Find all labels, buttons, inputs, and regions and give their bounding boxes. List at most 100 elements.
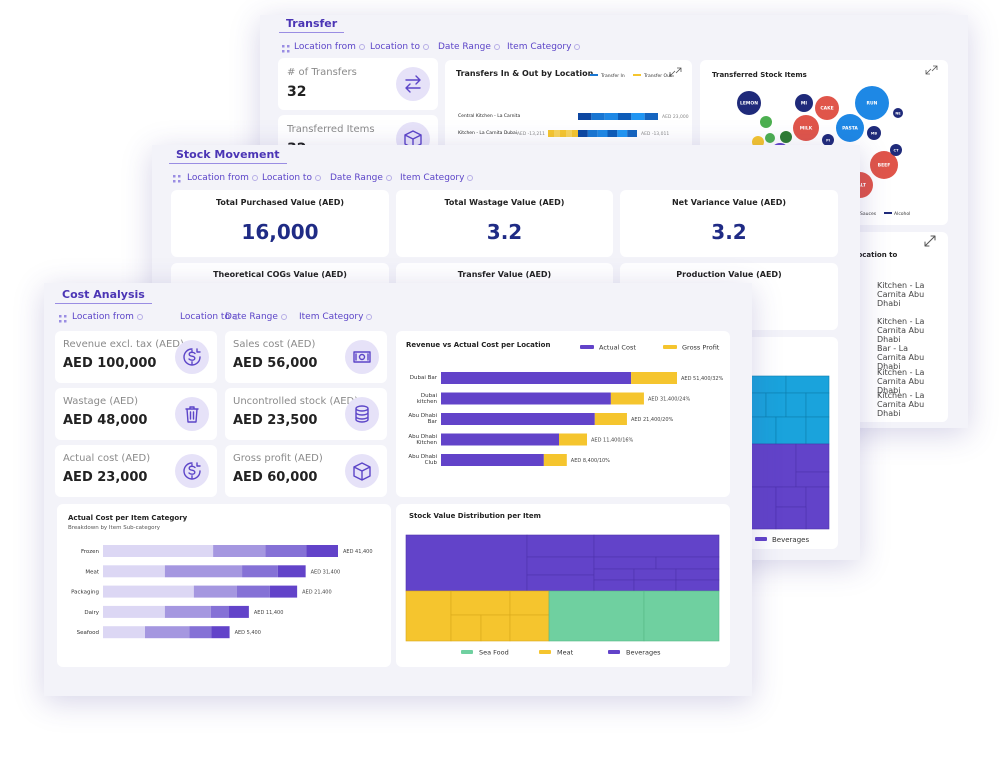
category-label: Packaging [71, 590, 99, 596]
icon-part [924, 235, 936, 247]
kpi-icon [175, 397, 209, 431]
filter[interactable]: Location to [262, 173, 321, 183]
bar-segment [193, 585, 237, 598]
bar-segment [578, 113, 592, 120]
treemap-cell [526, 574, 595, 592]
bar-segment [618, 113, 632, 120]
bar-segment [306, 545, 338, 557]
icon-glyph [183, 462, 201, 480]
chart-title: Actual Cost per Item Category [68, 514, 188, 522]
legend-label: Transfer In [600, 73, 625, 79]
kpi-icon [345, 397, 379, 431]
revenue-chart: Actual Cost Gross Profit AED 51,400/32% AED… [441, 344, 724, 466]
treemap-cell [643, 590, 720, 642]
list-item: Kitchen - La Carnita Abu Dhabi [877, 368, 925, 395]
category-label: Dairy [84, 610, 99, 616]
treemap-cell [747, 416, 777, 445]
filter[interactable]: Item Category [400, 173, 473, 183]
legend-swatch [608, 650, 620, 654]
filter[interactable]: Date Range [330, 173, 392, 183]
legend-swatch [461, 650, 473, 654]
filter[interactable]: Location from [294, 42, 365, 52]
stock-treemap: Sea Food Meat Beverages [405, 534, 720, 657]
kpi-value: AED 60,000 [233, 470, 318, 485]
icon-part [178, 180, 181, 183]
icon-glyph [358, 353, 366, 361]
treemap-cell [795, 471, 830, 488]
icon-part [173, 180, 176, 183]
bar-segment [213, 545, 266, 557]
bar-segment [594, 413, 627, 425]
treemap-cell [480, 614, 511, 642]
filter[interactable]: Location to [370, 42, 429, 52]
filter[interactable]: Item Category [507, 42, 580, 52]
kpi-card: Total Wastage Value (AED) 3.2 [396, 190, 613, 257]
chart-subtitle: Breakdown by Item Sub-category [68, 525, 160, 531]
kpi-label: Total Wastage Value (AED) [444, 198, 565, 207]
filter[interactable]: Date Range [225, 312, 287, 322]
filter[interactable]: Date Range [438, 42, 500, 52]
kpi-card: Revenue excl. tax (AED) AED 100,000 [55, 331, 217, 383]
bubble [765, 133, 775, 143]
legend-label: Beverages [626, 649, 661, 657]
bar-segment [103, 565, 165, 578]
legend-label: Transfer Out [643, 73, 672, 79]
filter[interactable]: Location to [180, 312, 239, 322]
expand-icon[interactable] [669, 67, 682, 77]
legend-label: Sauces [860, 211, 877, 217]
kpi-value: AED 56,000 [233, 356, 318, 371]
treemap-cell [765, 392, 787, 418]
bar-label: AED 31,400 [311, 569, 341, 575]
kpi-value: 3.2 [711, 220, 747, 244]
filter[interactable]: Location from [72, 312, 143, 322]
bar-segment [145, 626, 190, 639]
bar-label: AED 8,400/10% [571, 458, 610, 464]
icon-part [287, 45, 290, 48]
treemap-cell [633, 568, 677, 581]
bar-segment [587, 130, 598, 137]
treemap-cell [526, 534, 595, 558]
chart-title: Transfers In & Out by Location [456, 69, 594, 78]
bar-segment [236, 585, 270, 598]
panel-title: Stock Movement [169, 148, 287, 164]
filter[interactable]: Item Category [299, 312, 372, 322]
bar-segment [210, 605, 230, 618]
category-label: Dubai kitchen [416, 392, 437, 405]
bar-label: AED 41,400 [343, 549, 373, 555]
bubble [836, 114, 864, 142]
bubble [822, 134, 834, 146]
kpi-card: # of Transfers 32 [278, 58, 438, 110]
kpi-card: Net Variance Value (AED) 3.2 [620, 190, 838, 257]
legend-swatch [884, 212, 892, 214]
bar-segment [548, 130, 554, 137]
kpi-value: AED 48,000 [63, 413, 148, 428]
bar-segment [644, 113, 658, 120]
expand-icon[interactable] [925, 65, 938, 75]
kpi-value: AED 23,000 [63, 470, 148, 485]
bar-label: AED 11,400/16% [591, 438, 634, 444]
bar-segment [604, 113, 618, 120]
bar-segment [572, 130, 578, 137]
bubble [760, 116, 772, 128]
legend-label: Alcohol [894, 211, 910, 217]
kpi-label: Uncontrolled stock (AED) [233, 396, 359, 407]
legend-label: Sea Food [479, 649, 509, 657]
bar-segment [578, 130, 588, 137]
expand-icon[interactable] [922, 233, 938, 249]
bar-segment [277, 565, 306, 578]
bubble [795, 94, 813, 112]
bar-label: AED 5,400 [235, 630, 261, 636]
bar-label: AED -13,011 [641, 131, 669, 137]
category-label: Abu Dhabi Club [408, 454, 437, 466]
treemap-cell [509, 590, 550, 616]
bar-segment [269, 585, 298, 598]
cost-analysis-panel: Cost Analysis Location from Location to … [44, 283, 752, 696]
bar-label: AED 21,400 [302, 590, 332, 596]
filter[interactable]: Location from [187, 173, 258, 183]
bubble-label: LEMON [740, 101, 758, 107]
kpi-value: 32 [287, 84, 307, 100]
kpi-label: Theoretical COGs Value (AED) [213, 270, 347, 279]
treemap-cell [747, 443, 797, 488]
treemap-cell [509, 614, 550, 642]
chart-title: Transferred Stock Items [712, 71, 807, 79]
